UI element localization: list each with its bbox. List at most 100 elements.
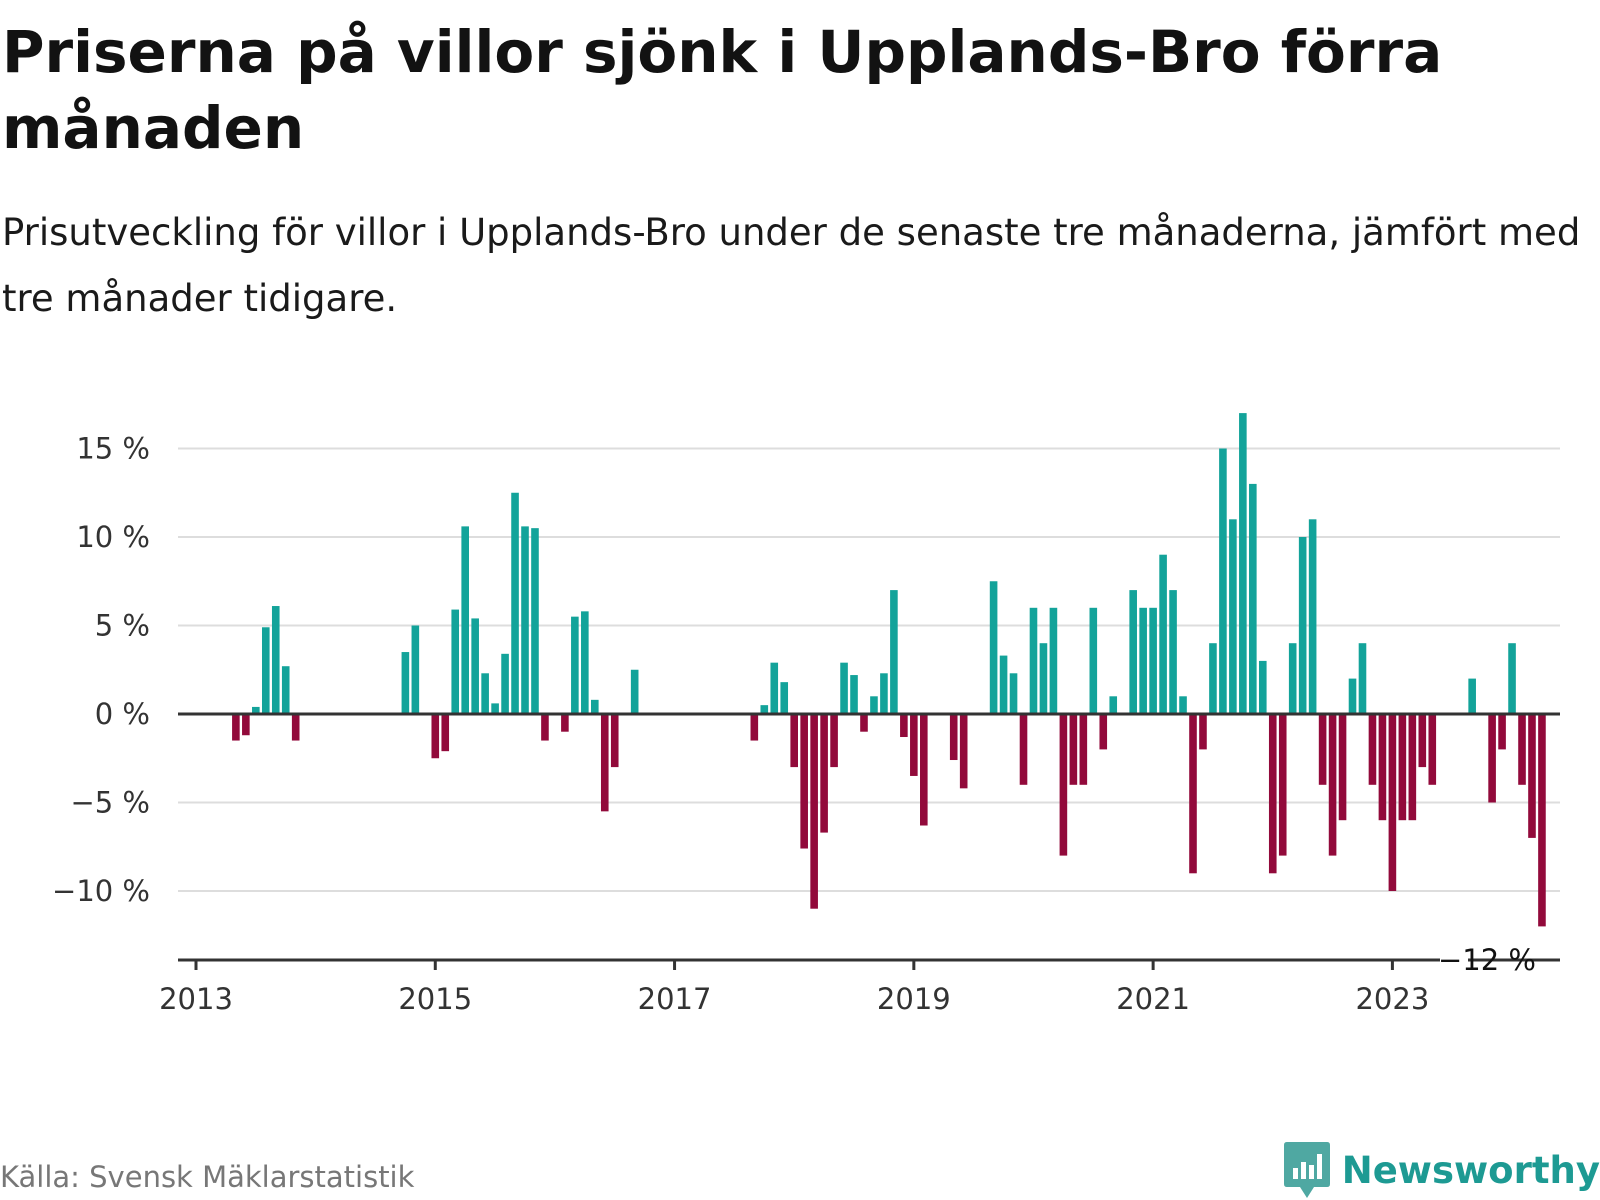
bar — [491, 703, 499, 714]
bar — [760, 705, 769, 714]
bar — [949, 714, 958, 761]
y-tick-label: −10 % — [52, 874, 150, 908]
annotations: −12 % — [1438, 943, 1536, 977]
bar — [1039, 643, 1048, 714]
bar — [1029, 607, 1038, 714]
brand-name: Newsworthy — [1341, 1148, 1600, 1192]
bar — [581, 611, 589, 714]
bar — [1358, 643, 1367, 714]
bar — [999, 655, 1008, 714]
bar — [820, 714, 828, 833]
bar — [232, 714, 240, 741]
bar — [1428, 714, 1437, 785]
bar — [571, 616, 579, 714]
bar — [1249, 483, 1257, 714]
bar — [1159, 554, 1167, 714]
newsworthy-logo-icon — [1283, 1142, 1330, 1198]
bar — [1219, 448, 1227, 714]
bar — [1239, 413, 1247, 714]
y-tick-label: 15 % — [76, 432, 150, 466]
bar — [1169, 590, 1177, 714]
bar — [271, 606, 280, 714]
bar — [481, 673, 489, 714]
bar — [1318, 714, 1327, 785]
y-tick-label: 0 % — [95, 697, 150, 731]
x-tick-label: 2013 — [159, 982, 233, 1016]
bar — [291, 714, 300, 741]
page-subtitle: Prisutveckling för villor i Upplands-Bro… — [2, 211, 1581, 320]
bar — [1518, 714, 1526, 785]
bar — [1528, 714, 1536, 838]
bar — [850, 675, 858, 714]
bar — [810, 714, 818, 909]
bar — [890, 590, 898, 714]
bar — [1388, 714, 1397, 891]
bar — [959, 714, 968, 789]
bar — [1109, 696, 1118, 714]
bar — [910, 714, 918, 776]
bar — [1139, 607, 1147, 714]
bar — [1049, 607, 1058, 714]
bar — [1488, 714, 1496, 803]
bar — [281, 666, 290, 714]
bar — [461, 526, 469, 714]
bar — [1209, 643, 1217, 714]
bar — [1288, 643, 1297, 714]
bar — [1179, 696, 1187, 714]
bar — [1348, 678, 1357, 714]
bar — [1009, 673, 1018, 714]
bar — [1149, 607, 1157, 714]
bar — [1538, 714, 1546, 927]
bar — [630, 669, 639, 714]
bar — [900, 714, 908, 738]
bar — [1308, 519, 1317, 714]
bar — [1069, 714, 1078, 785]
bar — [591, 699, 599, 714]
bars — [178, 413, 1560, 927]
bar — [780, 682, 789, 714]
x-tick-label: 2019 — [877, 982, 951, 1016]
bar — [471, 618, 479, 714]
bar — [1278, 714, 1287, 856]
x-axis: 2013 2015 2017 2019 2021 2023 — [159, 958, 1560, 1016]
bar — [1199, 714, 1207, 750]
bar — [880, 673, 888, 714]
bar-chart: −10 % −5 % 0 % 5 % 10 % 15 % 2013 2015 2017 2019… — [52, 413, 1560, 1016]
bar — [1398, 714, 1407, 821]
bar — [610, 714, 619, 768]
bar — [1079, 714, 1088, 785]
y-axis-labels: −10 % −5 % 0 % 5 % 10 % 15 % — [52, 432, 150, 909]
bar — [1258, 660, 1267, 714]
bar — [1368, 714, 1377, 785]
bar — [521, 526, 529, 714]
x-tick-label: 2017 — [638, 982, 712, 1016]
bar — [1189, 714, 1197, 874]
bar — [790, 714, 798, 768]
bar — [1328, 714, 1337, 856]
bar — [1268, 714, 1277, 874]
bar — [750, 714, 759, 741]
bar — [770, 662, 779, 714]
page-title: Priserna på villor sjönk i Upplands-Bro … — [2, 18, 1443, 162]
bar — [431, 714, 440, 759]
bar — [242, 714, 250, 736]
bar — [1059, 714, 1068, 856]
bar — [1408, 714, 1417, 821]
bar — [840, 662, 848, 714]
bar — [920, 714, 928, 826]
last-value-label: −12 % — [1438, 943, 1536, 977]
bar — [411, 625, 420, 714]
bar — [830, 714, 838, 768]
y-tick-label: −5 % — [70, 786, 150, 820]
bar — [1468, 678, 1476, 714]
bar — [600, 714, 609, 812]
bar — [401, 652, 410, 714]
bar — [561, 714, 569, 732]
bar — [511, 492, 519, 714]
y-tick-label: 5 % — [95, 609, 150, 643]
bar — [1229, 519, 1237, 714]
bar — [989, 581, 998, 714]
bar — [1498, 714, 1506, 750]
y-tick-label: 10 % — [76, 520, 150, 554]
bar — [501, 653, 509, 714]
